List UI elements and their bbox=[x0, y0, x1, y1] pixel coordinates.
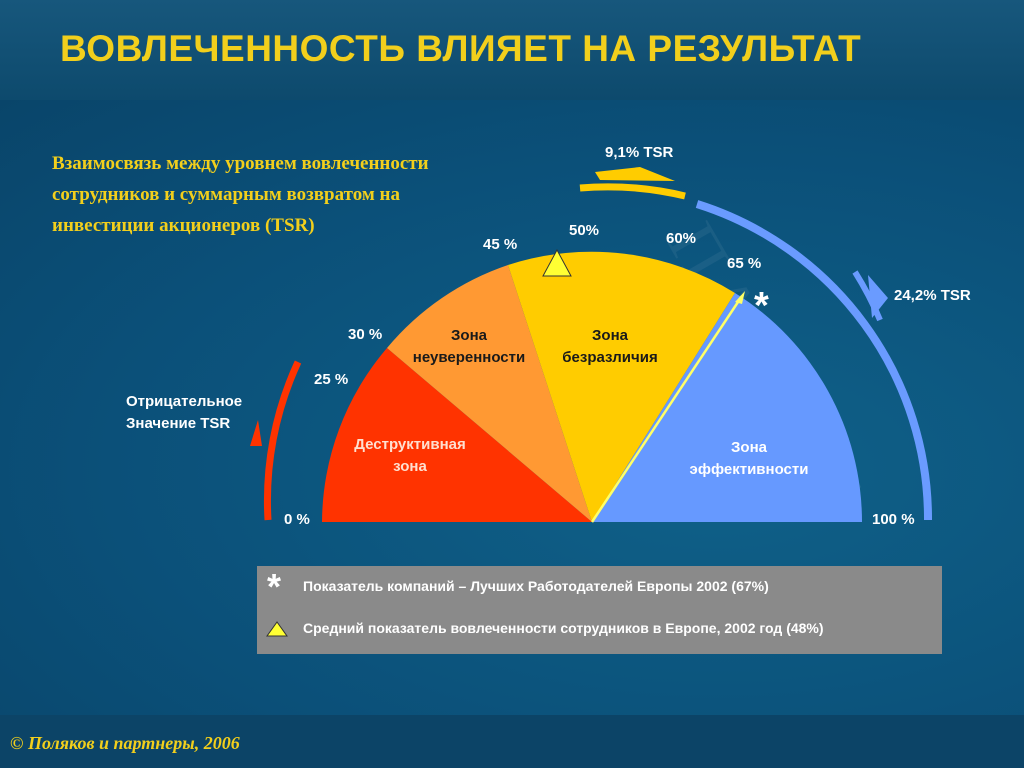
average-triangle-marker bbox=[542, 248, 572, 277]
slide-title: ВОВЛЕЧЕННОСТЬ ВЛИЯЕТ НА РЕЗУЛЬТАТ bbox=[60, 28, 862, 69]
slide-subtitle: Взаимосвязь между уровнем вовлеченности … bbox=[52, 153, 429, 236]
sector-uncertainty bbox=[387, 265, 592, 522]
copyright: © Поляков и партнеры, 2006 bbox=[10, 733, 240, 753]
zone-effectiveness-label: Зона эффективности bbox=[689, 439, 809, 478]
footer-bar bbox=[0, 715, 1024, 768]
label-100-percent: 100 % bbox=[872, 511, 915, 528]
best-employers-arrow bbox=[590, 295, 744, 523]
label-25-percent: 25 % bbox=[314, 371, 349, 388]
label-65-percent: 65 % bbox=[727, 255, 762, 272]
label-0-percent: 0 % bbox=[284, 511, 310, 528]
legend-triangle-text: Средний показатель вовлеченности сотрудн… bbox=[303, 620, 824, 636]
label-50-percent: 50% bbox=[569, 222, 600, 239]
zone-destructive-label: Деструктивная зона bbox=[354, 436, 466, 475]
legend-box: * Показатель компаний – Лучших Работодат… bbox=[257, 566, 942, 654]
sector-destructive bbox=[322, 348, 592, 522]
sector-effectiveness bbox=[592, 293, 862, 522]
mid-tsr-label: 9,1% TSR bbox=[605, 144, 674, 161]
zone-indifference-label: Зона безразличия bbox=[562, 327, 658, 366]
best-employers-star: * bbox=[754, 285, 769, 327]
header-bar bbox=[0, 0, 1024, 100]
mid-tsr-arc bbox=[579, 183, 686, 200]
high-tsr-label: 24,2% TSR bbox=[894, 287, 971, 304]
high-tsr-arc bbox=[695, 200, 933, 521]
mid-tsr-arrow bbox=[595, 167, 675, 181]
legend-star-text: Показатель компаний – Лучших Работодател… bbox=[303, 578, 769, 594]
label-60-percent: 60% bbox=[666, 230, 697, 247]
legend-star-icon: * bbox=[267, 566, 282, 607]
negative-arc bbox=[263, 360, 302, 521]
label-45-percent: 45 % bbox=[483, 236, 518, 253]
sector-indifference bbox=[508, 251, 735, 522]
label-30-percent: 30 % bbox=[348, 326, 383, 343]
negative-arc-tip bbox=[250, 420, 262, 446]
negative-tsr-label: Отрицательное Значение TSR bbox=[126, 393, 243, 432]
high-tsr-arc-inner bbox=[852, 270, 883, 322]
zone-uncertainty-label: Зона неуверенности bbox=[412, 327, 526, 366]
legend-triangle-icon bbox=[266, 621, 288, 637]
best-employers-arrowhead bbox=[735, 291, 745, 304]
